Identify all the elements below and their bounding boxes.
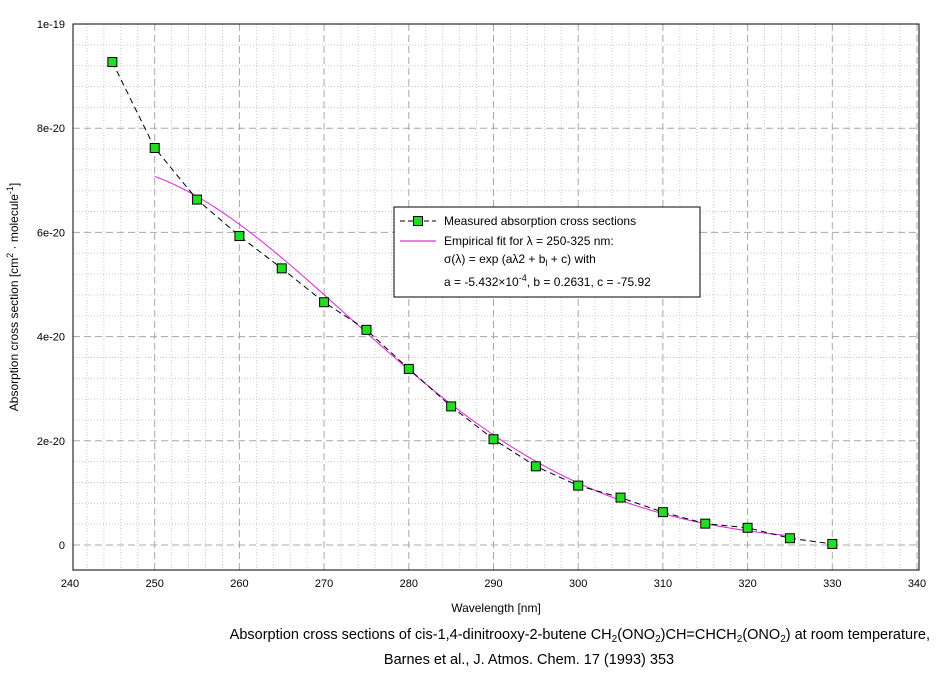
data-point-marker (319, 297, 330, 308)
data-point-marker (615, 492, 626, 503)
x-tick-label: 340 (908, 578, 926, 590)
legend-fit-formula: σ(λ) = exp (aλ2 + bl + c) with (444, 252, 596, 268)
major-grid (73, 24, 919, 570)
data-point-marker (107, 57, 118, 68)
data-point-marker (573, 480, 584, 491)
data-point-marker (276, 263, 287, 274)
y-tick-label: 6e-20 (37, 227, 65, 239)
legend-fit-params: a = -5.432×10-4, b = 0.2631, c = -75.92 (444, 273, 651, 289)
legend-fit-label: Empirical fit for λ = 250-325 nm: (444, 234, 614, 248)
x-axis: 240 250 260 270 280 290 300 310 320 330 340 (61, 578, 926, 590)
x-tick-label: 270 (315, 578, 333, 590)
legend-measured-label: Measured absorption cross sections (444, 214, 636, 228)
x-tick-label: 260 (230, 578, 248, 590)
y-axis: 0 2e-20 4e-20 6e-20 8e-20 1e-19 (37, 19, 65, 552)
series-measured-line (111, 61, 833, 545)
data-point-marker (530, 461, 541, 472)
x-tick-label: 290 (484, 578, 502, 590)
x-tick-label: 320 (738, 578, 756, 590)
y-tick-label: 1e-19 (37, 19, 65, 31)
legend-box (393, 206, 701, 298)
plot-frame (72, 23, 920, 571)
data-point-marker (488, 434, 499, 445)
y-axis-label: Absorption cross section [cm2 · molecule… (5, 183, 21, 411)
x-tick-label: 250 (146, 578, 164, 590)
chart: 240 250 260 270 280 290 300 310 320 330 340 0 2e-20… (5, 19, 926, 615)
y-tick-label: 4e-20 (37, 332, 65, 344)
y-tick-label: 0 (59, 540, 65, 552)
data-point-marker (234, 231, 245, 242)
x-tick-label: 300 (569, 578, 587, 590)
legend-measured-swatch-marker (413, 216, 423, 226)
x-axis-label: Wavelength [nm] (451, 601, 541, 615)
data-point-marker (192, 194, 203, 205)
x-tick-label: 310 (654, 578, 672, 590)
y-tick-label: 2e-20 (37, 436, 65, 448)
chart-caption-line-2: Barnes et al., J. Atmos. Chem. 17 (1993)… (383, 652, 675, 668)
data-point-marker (700, 518, 711, 529)
data-point-marker (149, 142, 160, 153)
chart-caption-line-1: Absorption cross sections of cis-1,4-din… (229, 627, 930, 645)
series-fit-line (154, 175, 791, 537)
legend: Measured absorption cross sections Empir… (393, 206, 701, 298)
data-point-marker (446, 401, 457, 412)
x-tick-label: 280 (400, 578, 418, 590)
x-tick-label: 330 (823, 578, 841, 590)
data-point-marker (403, 363, 414, 374)
data-point-marker (827, 538, 838, 549)
data-point-marker (361, 324, 372, 335)
series-measured-markers (107, 57, 838, 549)
x-tick-label: 240 (61, 578, 79, 590)
y-tick-label: 8e-20 (37, 123, 65, 135)
data-point-marker (742, 522, 753, 533)
data-point-marker (657, 507, 668, 518)
data-point-marker (784, 533, 795, 544)
